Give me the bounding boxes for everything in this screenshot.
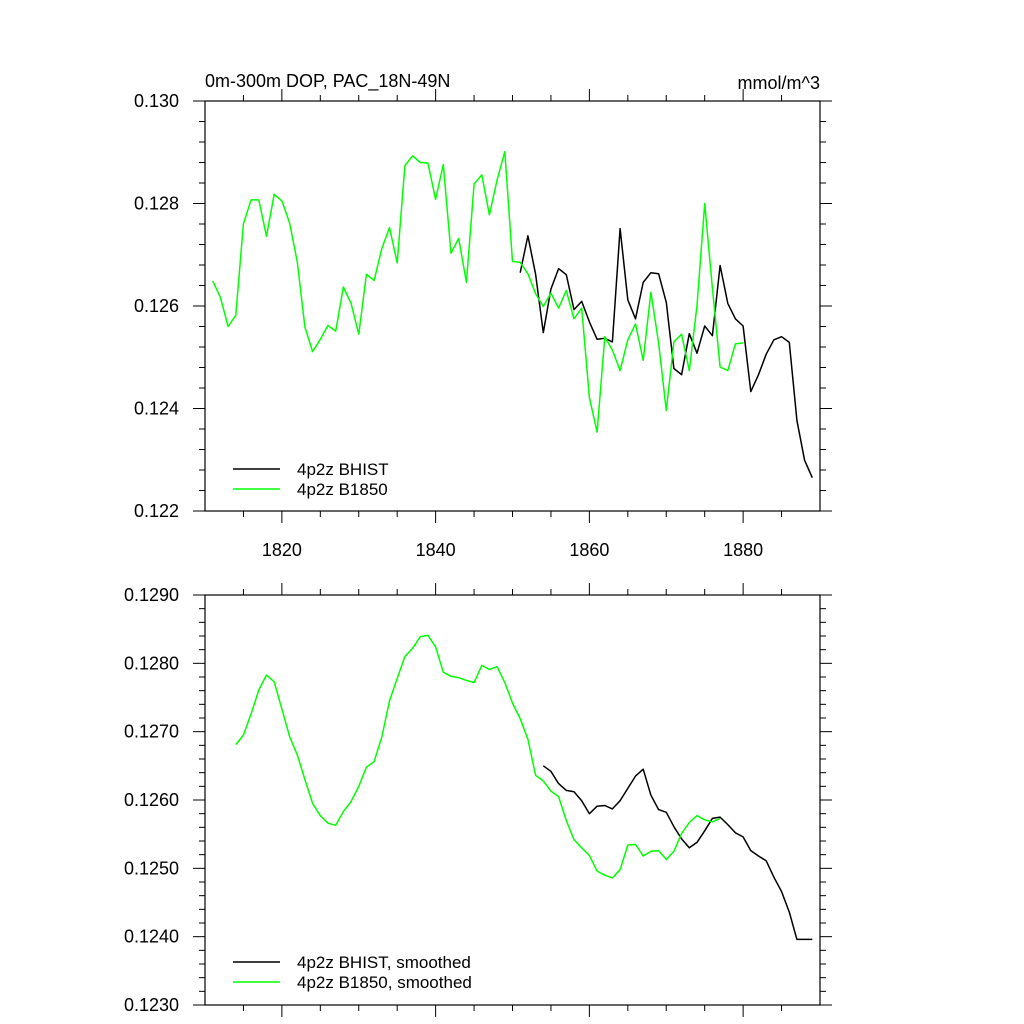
- bottom-legend-label-bhist: 4p2z BHIST, smoothed: [297, 953, 471, 972]
- y-tick-label: 0.1240: [124, 927, 179, 947]
- top-series-lines: [212, 150, 813, 479]
- y-tick-label: 0.126: [134, 296, 179, 316]
- top-tick-marks: [193, 89, 832, 523]
- top-series-line-bhist: [519, 227, 813, 479]
- bottom-panel: 0.1230 0.1240 0.1250 0.1260 0.1270 0.1280 0.12…: [124, 583, 832, 1017]
- bottom-series-lines: [235, 634, 813, 941]
- top-series-line-b1850: [212, 150, 744, 433]
- x-tick-label: 1860: [569, 540, 609, 560]
- y-tick-label: 0.1280: [124, 653, 179, 673]
- top-panel: 0m-300m DOP, PAC_18N-49N mmol/m^3 0.1220…: [134, 71, 832, 560]
- bottom-legend: 4p2z BHIST, smoothed 4p2z B1850, smoothe…: [233, 953, 472, 992]
- top-legend-label-b1850: 4p2z B1850: [297, 480, 388, 499]
- bottom-tick-marks: [193, 583, 832, 1017]
- x-tick-label: 1880: [723, 540, 763, 560]
- bottom-series-line-bhist: [542, 765, 813, 941]
- top-x-tick-labels: 1820 1840 1860 1880: [262, 540, 763, 560]
- y-tick-label: 0.124: [134, 399, 179, 419]
- bottom-series-line-b1850: [235, 634, 721, 879]
- y-tick-label: 0.1290: [124, 585, 179, 605]
- bottom-y-tick-labels: 0.1230 0.1240 0.1250 0.1260 0.1270 0.1280 0.12…: [124, 585, 179, 1015]
- y-tick-label: 0.1260: [124, 790, 179, 810]
- top-legend: 4p2z BHIST 4p2z B1850: [233, 460, 389, 499]
- y-tick-label: 0.122: [134, 501, 179, 521]
- top-units-label: mmol/m^3: [738, 73, 820, 93]
- y-tick-label: 0.128: [134, 194, 179, 214]
- bottom-legend-label-b1850: 4p2z B1850, smoothed: [297, 973, 472, 992]
- x-tick-label: 1820: [262, 540, 302, 560]
- top-y-tick-labels: 0.122 0.124 0.126 0.128 0.130: [134, 91, 179, 521]
- top-title: 0m-300m DOP, PAC_18N-49N: [205, 71, 450, 92]
- y-tick-label: 0.1230: [124, 995, 179, 1015]
- y-tick-label: 0.130: [134, 91, 179, 111]
- x-tick-label: 1840: [416, 540, 456, 560]
- top-plot-frame: [204, 100, 821, 512]
- y-tick-label: 0.1250: [124, 858, 179, 878]
- top-legend-label-bhist: 4p2z BHIST: [297, 460, 389, 479]
- y-tick-label: 0.1270: [124, 722, 179, 742]
- bottom-plot-frame: [204, 594, 821, 1006]
